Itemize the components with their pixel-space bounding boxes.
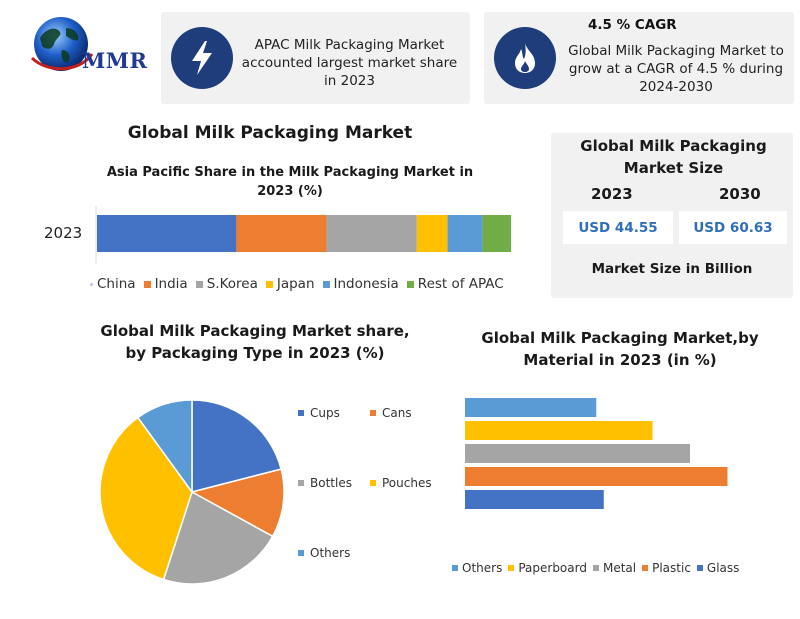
pie-legend-label: Cans [382, 406, 412, 420]
year-2023-label: 2023 [591, 185, 633, 203]
apac-segment-china [97, 215, 237, 252]
apac-legend-swatch [195, 280, 203, 288]
apac-category-label: 2023 [44, 224, 83, 242]
apac-legend-label: India [154, 276, 188, 292]
material-legend-item: Metal [592, 561, 637, 575]
material-title-line1: Global Milk Packaging Market,by [481, 329, 759, 347]
pie-legend-label: Cups [310, 406, 340, 420]
apac-legend-label: Japan [276, 276, 315, 292]
apac-legend-item: Indonesia [322, 276, 399, 292]
pie-legend-label: Bottles [310, 476, 352, 490]
apac-legend-label: Rest of APAC [417, 276, 504, 292]
value-2023-box: USD 44.55 [563, 211, 673, 244]
pie-legend-item: Pouches [370, 476, 432, 490]
logo-text: MMR [82, 48, 148, 73]
pie-slice-bottles [162, 490, 274, 585]
apac-legend-swatch [322, 280, 330, 288]
apac-chart-title: Asia Pacific Share in the Milk Packaging… [106, 165, 474, 199]
material-legend-swatch [452, 565, 458, 571]
material-bar-others [465, 398, 597, 417]
pie-legend-swatch [370, 410, 376, 416]
apac-segment-rest-of-apac [482, 215, 512, 252]
pie-slice-cans [189, 468, 285, 538]
value-2030-box: USD 60.63 [679, 211, 787, 244]
material-legend: Others Paperboard Metal Plastic Glass [452, 561, 792, 575]
apac-segment-japan [416, 215, 448, 252]
material-legend-label: Others [462, 561, 503, 575]
market-size-title: Global Milk Packaging Market Size [580, 137, 767, 177]
material-legend-swatch [592, 565, 599, 571]
info-panel-cagr: 4.5 % CAGR Global Milk Packaging Market … [484, 12, 794, 104]
apac-legend-label: Indonesia [333, 276, 399, 292]
material-legend-item: Plastic [642, 561, 691, 575]
pie-legend: Cups Cans Bottles Pouches Others [298, 400, 448, 570]
pie-legend-item: Cups [298, 406, 340, 420]
material-bar-chart [465, 398, 728, 509]
packaging-pie-chart [99, 399, 285, 585]
material-legend-item: Glass [696, 561, 740, 575]
info-panel-cagr-text: Global Milk Packaging Market to grow at … [568, 43, 784, 95]
year-2030-label: 2030 [719, 185, 761, 203]
pie-title-line2: by Packaging Type in 2023 (%) [125, 344, 385, 362]
flame-icon [494, 27, 556, 89]
pie-legend-swatch [298, 480, 304, 486]
apac-legend-item: China [90, 276, 136, 292]
pie-legend-swatch [298, 550, 304, 556]
pie-legend-item: Cans [370, 406, 412, 420]
apac-segment-s-korea [326, 215, 417, 252]
main-title: Global Milk Packaging Market [127, 123, 413, 143]
material-legend-label: Glass [706, 561, 740, 575]
material-legend-label: Metal [602, 561, 637, 575]
apac-segment-indonesia [447, 215, 483, 252]
material-legend-swatch [508, 565, 515, 571]
logo[interactable]: MMR [12, 10, 162, 80]
apac-legend-item: S.Korea [195, 276, 258, 292]
apac-legend-swatch [406, 280, 414, 288]
apac-segment-india [236, 215, 327, 252]
material-bar-paperboard [465, 421, 653, 440]
info-panel-cagr-title: 4.5 % CAGR [588, 17, 677, 33]
lightning-icon [171, 27, 233, 89]
pie-legend-item: Bottles [298, 476, 352, 490]
material-legend-item: Paperboard [508, 561, 587, 575]
material-legend-item: Others [452, 561, 502, 575]
apac-legend-label: China [97, 276, 136, 292]
apac-legend-swatch [265, 280, 273, 288]
pie-legend-label: Others [310, 546, 351, 560]
apac-legend: China India S.Korea Japan Indonesia Rest of A… [90, 276, 540, 292]
market-size-panel: Global Milk Packaging Market Size 2023 2… [551, 133, 793, 298]
pie-legend-item: Others [298, 546, 350, 560]
info-panel-apac: APAC Milk Packaging Market accounted lar… [161, 12, 470, 104]
material-bar-metal [465, 444, 690, 463]
material-legend-swatch [696, 565, 703, 571]
material-legend-label: Plastic [652, 561, 691, 575]
market-size-footer: Market Size in Billion [591, 261, 753, 277]
info-panel-apac-text: APAC Milk Packaging Market accounted lar… [241, 37, 458, 89]
pie-legend-label: Pouches [382, 476, 432, 490]
apac-legend-item: Japan [265, 276, 315, 292]
pie-slice-others [136, 399, 193, 495]
pie-slice-pouches [99, 416, 193, 581]
material-bar-glass [465, 490, 604, 509]
pie-title-line1: Global Milk Packaging Market share, [100, 322, 410, 340]
apac-legend-label: S.Korea [206, 276, 258, 292]
pie-legend-swatch [370, 480, 376, 486]
material-bar-plastic [465, 467, 728, 486]
apac-stacked-bar [95, 206, 512, 264]
apac-legend-swatch [143, 280, 151, 288]
pie-legend-swatch [298, 410, 304, 416]
pie-slice-cups [191, 399, 283, 493]
apac-legend-item: Rest of APAC [406, 276, 504, 292]
apac-legend-item: India [143, 276, 188, 292]
material-legend-label: Paperboard [518, 561, 587, 575]
material-legend-swatch [642, 565, 649, 571]
material-title-line2: Material in 2023 (in %) [523, 351, 717, 369]
apac-legend-swatch [90, 282, 93, 286]
globe-icon [30, 17, 94, 71]
